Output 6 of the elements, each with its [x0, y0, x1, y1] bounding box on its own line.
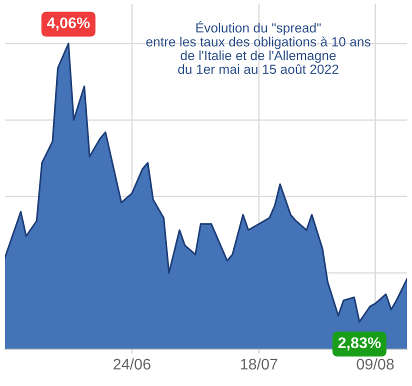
- x-tick-label: 09/08: [356, 358, 394, 370]
- x-tick-label: 18/07: [240, 358, 278, 370]
- annotation: 2,83%: [338, 337, 381, 350]
- x-tick-label: 24/06: [114, 358, 150, 370]
- chart-title: Évolution du "spread" entre les taux des obligations à 10 ans de l'Italie et de l'Allemagne du 1er mai au 15 août 2022: [146, 20, 370, 74]
- annotation: 4,06%: [47, 17, 90, 30]
